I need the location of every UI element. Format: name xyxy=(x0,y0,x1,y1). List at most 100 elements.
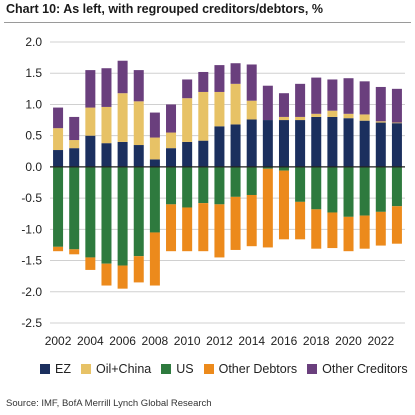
legend-item-oil-china: Oil+China xyxy=(80,362,152,376)
bar-other-debtors-2014 xyxy=(246,194,257,247)
bar-oil-china-2002 xyxy=(53,128,64,151)
bar-other-creditors-2018 xyxy=(311,77,322,114)
bar-ez-2022 xyxy=(375,122,386,167)
bar-other-debtors-2010 xyxy=(182,207,193,252)
legend-label: Other Debtors xyxy=(218,362,298,376)
x-tick-label: 2002 xyxy=(45,334,72,348)
y-tick-label: 0.0 xyxy=(25,160,42,174)
bar-us-2013 xyxy=(230,166,241,197)
bar-other-debtors-2002 xyxy=(53,246,64,252)
bar-other-debtors-2016 xyxy=(278,170,289,240)
y-tick-label: 1.0 xyxy=(25,97,42,111)
bar-oil-china-2007 xyxy=(133,101,144,146)
bar-us-2009 xyxy=(166,166,177,205)
bar-other-creditors-2006 xyxy=(117,60,128,94)
bar-ez-2002 xyxy=(53,150,64,167)
x-tick-label: 2008 xyxy=(142,334,169,348)
chart-legend: EZ Oil+China US Other Debtors Other Creditor… xyxy=(40,362,408,376)
bar-ez-2011 xyxy=(198,140,209,167)
bar-other-creditors-2016 xyxy=(278,93,289,117)
x-tick-label: 2014 xyxy=(238,334,265,348)
bar-us-2003 xyxy=(69,166,80,250)
bar-other-debtors-2020 xyxy=(343,216,354,252)
bar-other-creditors-2019 xyxy=(327,79,338,111)
bar-oil-china-2020 xyxy=(343,113,354,119)
y-tick-label: 0.5 xyxy=(25,129,42,143)
legend-item-us: US xyxy=(161,362,194,376)
legend-label: Oil+China xyxy=(95,362,152,376)
bar-ez-2004 xyxy=(85,135,96,167)
bar-ez-2009 xyxy=(166,148,177,167)
bar-us-2022 xyxy=(375,166,386,212)
bar-oil-china-2021 xyxy=(359,114,370,121)
legend-label: EZ xyxy=(55,362,71,376)
bar-other-debtors-2005 xyxy=(101,263,112,286)
bar-other-creditors-2004 xyxy=(85,70,96,108)
legend-swatch xyxy=(80,364,91,374)
bar-other-debtors-2021 xyxy=(359,215,370,249)
bar-oil-china-2003 xyxy=(69,140,80,149)
legend-item-ez: EZ xyxy=(40,362,71,376)
bar-other-creditors-2020 xyxy=(343,78,354,114)
bar-us-2015 xyxy=(262,166,273,169)
bar-other-debtors-2017 xyxy=(295,201,306,240)
bar-other-creditors-2023 xyxy=(391,88,402,123)
bar-oil-china-2022 xyxy=(375,121,386,123)
bar-ez-2003 xyxy=(69,148,80,167)
bar-us-2020 xyxy=(343,166,354,217)
bar-ez-2012 xyxy=(214,126,225,167)
bar-ez-2023 xyxy=(391,123,402,167)
bar-other-creditors-2002 xyxy=(53,107,64,129)
y-tick-label: -2.5 xyxy=(21,316,42,330)
x-tick-label: 2016 xyxy=(271,334,298,348)
bar-ez-2013 xyxy=(230,124,241,167)
bar-other-creditors-2005 xyxy=(101,68,112,107)
bar-oil-china-2023 xyxy=(391,122,402,124)
bar-oil-china-2014 xyxy=(246,100,257,120)
bar-other-creditors-2010 xyxy=(182,79,193,99)
bar-us-2021 xyxy=(359,166,370,216)
bar-other-creditors-2022 xyxy=(375,86,386,122)
bar-other-creditors-2011 xyxy=(198,71,209,92)
legend-item-other-creditors: Other Creditors xyxy=(307,362,408,376)
y-tick-label: -1.5 xyxy=(21,254,42,268)
bar-ez-2018 xyxy=(311,116,322,167)
bar-other-creditors-2003 xyxy=(69,116,80,141)
bar-other-debtors-2006 xyxy=(117,265,128,289)
bar-ez-2010 xyxy=(182,141,193,167)
bar-ez-2021 xyxy=(359,120,370,167)
bar-oil-china-2009 xyxy=(166,132,177,149)
bar-oil-china-2018 xyxy=(311,113,322,117)
bar-oil-china-2013 xyxy=(230,83,241,125)
bar-other-debtors-2004 xyxy=(85,257,96,270)
legend-label: Other Creditors xyxy=(322,362,408,376)
bar-us-2006 xyxy=(117,166,128,266)
bar-other-debtors-2018 xyxy=(311,209,322,249)
chart-source: Source: IMF, BofA Merrill Lynch Global R… xyxy=(6,398,212,409)
title-divider xyxy=(4,22,411,23)
bar-oil-china-2004 xyxy=(85,107,96,136)
x-tick-label: 2022 xyxy=(367,334,394,348)
x-tick-label: 2020 xyxy=(335,334,362,348)
bar-ez-2005 xyxy=(101,143,112,167)
bar-other-creditors-2021 xyxy=(359,81,370,115)
bar-us-2012 xyxy=(214,166,225,205)
bar-oil-china-2010 xyxy=(182,98,193,142)
legend-swatch xyxy=(203,364,214,374)
bar-oil-china-2008 xyxy=(149,137,160,160)
bar-other-debtors-2022 xyxy=(375,211,386,246)
x-tick-label: 2018 xyxy=(303,334,330,348)
bar-other-creditors-2009 xyxy=(166,104,177,133)
bar-other-creditors-2007 xyxy=(133,70,144,102)
legend-swatch xyxy=(161,364,172,374)
y-tick-label: 1.5 xyxy=(25,66,42,80)
bar-other-debtors-2015 xyxy=(262,168,273,248)
legend-swatch xyxy=(307,364,318,374)
x-tick-label: 2012 xyxy=(206,334,233,348)
bar-oil-china-2006 xyxy=(117,93,128,142)
x-tick-label: 2006 xyxy=(109,334,136,348)
bar-other-debtors-2008 xyxy=(149,232,160,286)
bar-oil-china-2011 xyxy=(198,91,209,141)
bar-us-2002 xyxy=(53,166,64,247)
bar-us-2016 xyxy=(278,166,289,171)
